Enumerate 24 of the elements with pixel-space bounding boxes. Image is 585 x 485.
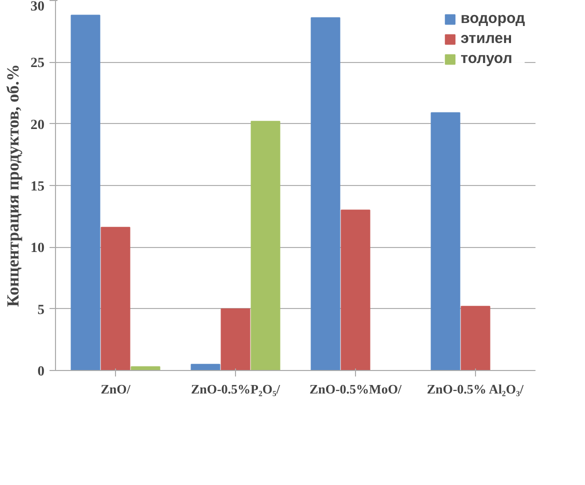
bar (430, 112, 460, 370)
bar (460, 306, 490, 370)
bar (190, 364, 220, 370)
x-tick-label: ZnO-0.5%P₂O₅/ (190, 382, 280, 396)
legend-label: водород (460, 10, 525, 27)
bar (70, 14, 100, 370)
y-tick-label: 5 (38, 302, 44, 318)
y-tick-label: 30 (30, 0, 44, 14)
y-axis-title: Концентрация продуктов, об.% (4, 64, 22, 307)
legend-label: этилен (460, 30, 512, 47)
bar (340, 210, 370, 370)
bar (310, 17, 340, 370)
x-tick-label: ZnO-0.5% Al₂O₃/ (426, 382, 524, 396)
y-tick-label: 20 (30, 118, 44, 133)
bar (250, 120, 280, 370)
y-tick-label: 0 (38, 364, 44, 380)
bar (100, 226, 130, 370)
y-tick-label: 25 (30, 56, 44, 72)
y-tick-label: 15 (30, 180, 44, 194)
bar (220, 308, 250, 370)
y-tick-label: 10 (30, 241, 44, 256)
legend-label: толуол (460, 50, 512, 67)
x-tick-label: ZnO/ (100, 382, 131, 396)
x-tick-label: ZnO-0.5%MoO/ (309, 382, 402, 396)
